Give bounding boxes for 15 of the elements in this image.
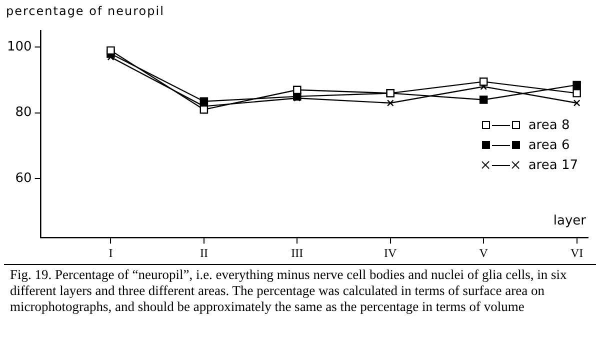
y-tick-label: 60 xyxy=(15,170,32,186)
x-tick-label: V xyxy=(479,246,488,260)
y-tick-label: 100 xyxy=(6,40,32,55)
legend-label: area 17 xyxy=(528,158,578,172)
x-axis-title: layer xyxy=(553,213,587,228)
x-tick-label: VI xyxy=(570,246,584,260)
caption: Fig. 19. Percentage of “neuropil”, i.e. everything minus nerve cell bodies and nuclei of glia cells, in six different layers and three different areas. The percentage was calculated in terms of surface area on microphotographs, and should be approximately the same as the percentage in terms of volume xyxy=(4,264,596,315)
legend-label: area 6 xyxy=(528,138,570,152)
x-tick-label: II xyxy=(200,246,208,260)
y-axis-title: percentage of neuropil xyxy=(5,3,166,20)
y-tick-label: 80 xyxy=(15,105,32,120)
x-tick-label: I xyxy=(108,246,113,260)
legend-label: area 8 xyxy=(528,118,570,132)
x-tick-label: IV xyxy=(384,246,398,260)
x-tick-label: III xyxy=(291,246,304,260)
